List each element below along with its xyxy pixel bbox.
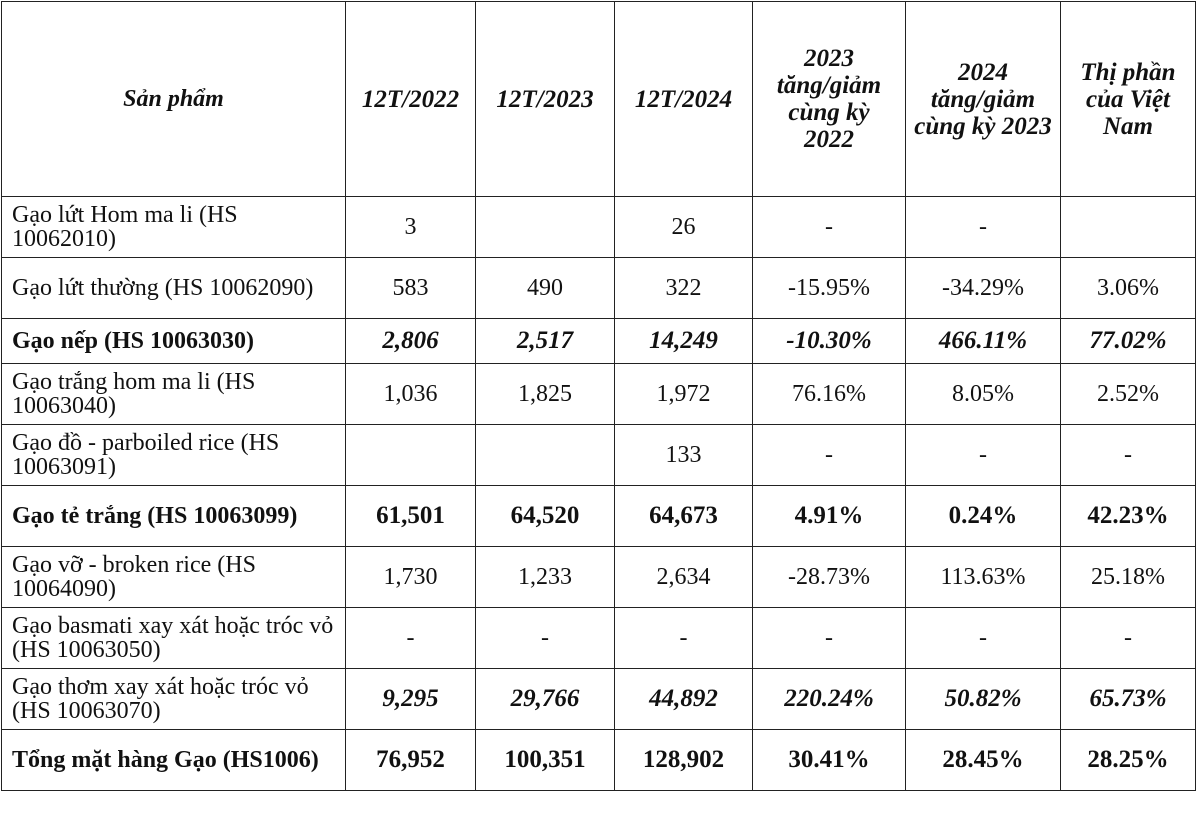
change-2024: 466.11% — [905, 318, 1061, 364]
value-2023: 2,517 — [475, 318, 615, 364]
value-2023 — [475, 196, 615, 258]
change-2024: 50.82% — [905, 668, 1061, 730]
value-2023: - — [475, 607, 615, 669]
value-2024: 64,673 — [614, 485, 753, 547]
change-2023: - — [752, 196, 906, 258]
value-2024: 2,634 — [614, 546, 753, 608]
value-2022: 2,806 — [345, 318, 476, 364]
value-2022: 583 — [345, 257, 476, 319]
product-name: Tổng mặt hàng Gạo (HS1006) — [1, 729, 346, 791]
product-name: Gạo đồ - parboiled rice (HS 10063091) — [1, 424, 346, 486]
table-row: Gạo thơm xay xát hoặc tróc vỏ (HS 100630… — [1, 668, 1196, 730]
change-2024: 113.63% — [905, 546, 1061, 608]
change-2023: 220.24% — [752, 668, 906, 730]
product-name: Gạo lứt thường (HS 10062090) — [1, 257, 346, 319]
value-2023: 64,520 — [475, 485, 615, 547]
header-change-2023: 2023 tăng/giảm cùng kỳ 2022 — [752, 1, 906, 197]
vietnam-share: 25.18% — [1060, 546, 1196, 608]
header-product: Sản phẩm — [1, 1, 346, 197]
change-2023: - — [752, 607, 906, 669]
change-2024: 8.05% — [905, 363, 1061, 425]
value-2022: 1,036 — [345, 363, 476, 425]
table-row: Gạo trắng hom ma li (HS 10063040) 1,036 … — [1, 363, 1196, 425]
table-row: Gạo basmati xay xát hoặc tróc vỏ (HS 100… — [1, 607, 1196, 669]
product-name: Gạo vỡ - broken rice (HS 10064090) — [1, 546, 346, 608]
value-2024: 133 — [614, 424, 753, 486]
value-2023: 490 — [475, 257, 615, 319]
vietnam-share — [1060, 196, 1196, 258]
rice-import-table: Sản phẩm 12T/2022 12T/2023 12T/2024 2023… — [1, 1, 1196, 791]
header-row: Sản phẩm 12T/2022 12T/2023 12T/2024 2023… — [1, 1, 1196, 197]
change-2024: - — [905, 424, 1061, 486]
product-name: Gạo lứt Hom ma li (HS 10062010) — [1, 196, 346, 258]
header-12t-2023: 12T/2023 — [475, 1, 615, 197]
header-12t-2024: 12T/2024 — [614, 1, 753, 197]
table-row: Gạo nếp (HS 10063030) 2,806 2,517 14,249… — [1, 318, 1196, 364]
value-2022: 3 — [345, 196, 476, 258]
product-name: Gạo basmati xay xát hoặc tróc vỏ (HS 100… — [1, 607, 346, 669]
product-name: Gạo trắng hom ma li (HS 10063040) — [1, 363, 346, 425]
change-2024: - — [905, 196, 1061, 258]
value-2024: 26 — [614, 196, 753, 258]
value-2023: 1,825 — [475, 363, 615, 425]
table-row-total: Tổng mặt hàng Gạo (HS1006) 76,952 100,35… — [1, 729, 1196, 791]
value-2024: 322 — [614, 257, 753, 319]
header-vietnam-share: Thị phần của Việt Nam — [1060, 1, 1196, 197]
value-2022: 9,295 — [345, 668, 476, 730]
vietnam-share: 65.73% — [1060, 668, 1196, 730]
vietnam-share: - — [1060, 607, 1196, 669]
value-2023: 100,351 — [475, 729, 615, 791]
change-2023: -15.95% — [752, 257, 906, 319]
change-2023: - — [752, 424, 906, 486]
value-2024: 1,972 — [614, 363, 753, 425]
value-2022 — [345, 424, 476, 486]
product-name: Gạo nếp (HS 10063030) — [1, 318, 346, 364]
value-2024: 44,892 — [614, 668, 753, 730]
change-2023: -28.73% — [752, 546, 906, 608]
table-row: Gạo đồ - parboiled rice (HS 10063091) 13… — [1, 424, 1196, 486]
vietnam-share: 3.06% — [1060, 257, 1196, 319]
change-2024: -34.29% — [905, 257, 1061, 319]
change-2024: - — [905, 607, 1061, 669]
value-2024: 14,249 — [614, 318, 753, 364]
table-row: Gạo lứt Hom ma li (HS 10062010) 3 26 - - — [1, 196, 1196, 258]
product-name: Gạo tẻ trắng (HS 10063099) — [1, 485, 346, 547]
value-2022: 1,730 — [345, 546, 476, 608]
change-2023: 76.16% — [752, 363, 906, 425]
product-name: Gạo thơm xay xát hoặc tróc vỏ (HS 100630… — [1, 668, 346, 730]
value-2023: 29,766 — [475, 668, 615, 730]
table-row: Gạo lứt thường (HS 10062090) 583 490 322… — [1, 257, 1196, 319]
value-2024: 128,902 — [614, 729, 753, 791]
vietnam-share: - — [1060, 424, 1196, 486]
table-row: Gạo vỡ - broken rice (HS 10064090) 1,730… — [1, 546, 1196, 608]
change-2023: 4.91% — [752, 485, 906, 547]
vietnam-share: 77.02% — [1060, 318, 1196, 364]
change-2024: 0.24% — [905, 485, 1061, 547]
vietnam-share: 28.25% — [1060, 729, 1196, 791]
change-2023: 30.41% — [752, 729, 906, 791]
value-2024: - — [614, 607, 753, 669]
value-2022: 61,501 — [345, 485, 476, 547]
vietnam-share: 42.23% — [1060, 485, 1196, 547]
value-2022: 76,952 — [345, 729, 476, 791]
vietnam-share: 2.52% — [1060, 363, 1196, 425]
value-2023 — [475, 424, 615, 486]
header-12t-2022: 12T/2022 — [345, 1, 476, 197]
value-2023: 1,233 — [475, 546, 615, 608]
header-change-2024: 2024 tăng/giảm cùng kỳ 2023 — [905, 1, 1061, 197]
value-2022: - — [345, 607, 476, 669]
change-2023: -10.30% — [752, 318, 906, 364]
change-2024: 28.45% — [905, 729, 1061, 791]
table-row: Gạo tẻ trắng (HS 10063099) 61,501 64,520… — [1, 485, 1196, 547]
